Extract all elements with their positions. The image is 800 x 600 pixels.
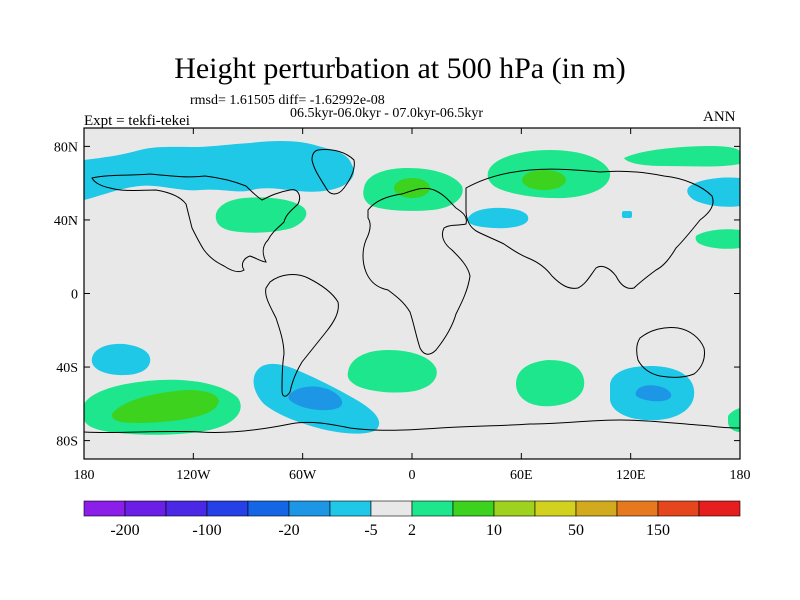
colorbar-label: 150 (646, 522, 670, 539)
lat-label: 40N (54, 214, 78, 229)
colorbar-label: -100 (192, 522, 221, 539)
lon-label: 60W (289, 468, 317, 483)
colorbar: -200 -100 -20 -5 2 10 50 150 (83, 500, 741, 539)
coast-greenland (311, 149, 355, 195)
longitude-axis: 180 120W 60W 0 60E 120E 180 (74, 128, 751, 483)
colorbar-swatch (206, 500, 249, 517)
lat-label: 80N (54, 140, 78, 155)
plot-subtitle: 06.5kyr-06.0kyr - 07.0kyr-06.5kyr (290, 106, 484, 121)
coast-north-america (91, 173, 301, 273)
colorbar-swatch (83, 500, 126, 517)
indian-ocean-high (516, 360, 585, 407)
colorbar-swatch (575, 500, 618, 517)
colorbar-swatch (493, 500, 536, 517)
lon-label: 60E (510, 468, 533, 483)
colorbar-swatch (657, 500, 700, 517)
lat-label: 80S (56, 435, 78, 450)
colorbar-label: 10 (486, 522, 502, 539)
colorbar-label: -5 (364, 522, 377, 539)
europe-high-core (394, 178, 430, 198)
colorbar-swatch (288, 500, 331, 517)
coast-antarctica (84, 419, 740, 434)
latitude-axis: 80N 40N 0 40S 80S (54, 140, 740, 450)
colorbar-label: 2 (408, 522, 416, 539)
lon-label: 120W (176, 468, 211, 483)
colorbar-swatch (534, 500, 577, 517)
colorbar-swatch (411, 500, 454, 517)
e-siberia-high-small (695, 229, 740, 249)
lon-label: 120E (616, 468, 646, 483)
colorbar-label: -20 (278, 522, 299, 539)
coast-australia (636, 327, 705, 378)
se-corner-high (728, 408, 740, 432)
lat-label: 40S (56, 361, 78, 376)
s-atlantic-high (347, 350, 437, 393)
n-pacific-low (687, 177, 740, 207)
s-pacific-low (91, 343, 151, 376)
lon-label: 0 (409, 468, 416, 483)
plot-title: Height perturbation at 500 hPa (in m) (174, 52, 626, 85)
mideast-low (467, 207, 529, 229)
colorbar-swatch (698, 500, 741, 517)
colorbar-swatch (247, 500, 290, 517)
e-usa-high (215, 197, 307, 233)
s-pacific-high-core (111, 390, 219, 424)
colorbar-swatch (124, 500, 167, 517)
coastlines (84, 149, 740, 434)
e-siberia-high (624, 146, 740, 167)
colorbar-swatch (370, 500, 413, 517)
season-label: ANN (703, 109, 736, 125)
colorbar-swatch (616, 500, 659, 517)
lon-label: 180 (74, 468, 95, 483)
colorbar-label: -200 (110, 522, 139, 539)
n-canada-low (84, 141, 354, 200)
colorbar-swatch (165, 500, 208, 517)
siberia-high-core (522, 170, 566, 190)
colorbar-swatch (329, 500, 372, 517)
experiment-label: Expt = tekfi-tekei (84, 113, 190, 129)
mideast-low-fleck (622, 211, 632, 218)
lon-label: 180 (730, 468, 751, 483)
coast-south-america (265, 274, 339, 397)
colorbar-swatch (452, 500, 495, 517)
coast-europe-africa (362, 187, 471, 355)
australia-s-low-core (635, 385, 672, 402)
coast-asia (465, 168, 714, 289)
colorbar-label: 50 (568, 522, 584, 539)
lat-label: 0 (71, 288, 78, 303)
s-america-low-core (288, 386, 343, 411)
stats-line: rmsd= 1.61505 diff= -1.62992e-08 (190, 93, 385, 108)
